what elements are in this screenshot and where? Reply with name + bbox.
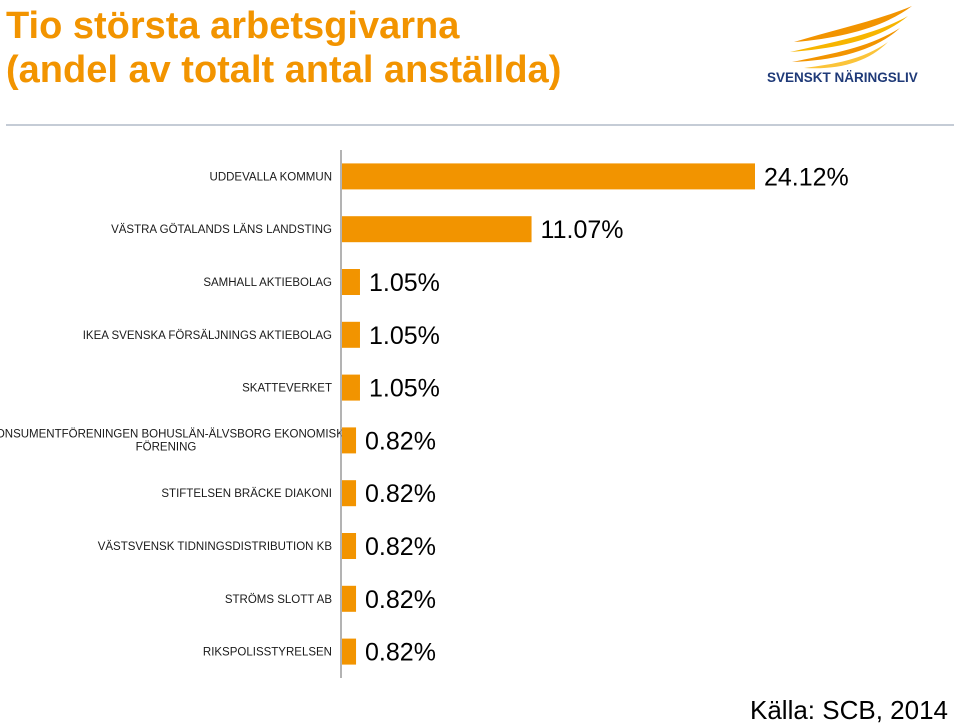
value-label-4: 1.05% [369,322,440,350]
bar-8 [342,533,357,559]
category-label-2: VÄSTRA GÖTALANDS LÄNS LANDSTING [111,224,332,236]
bar-9 [342,585,357,612]
value-label-5: 1.05% [369,375,440,403]
chart-title: Tio största arbetsgivarna (andel av tota… [6,4,561,92]
value-label-3: 1.05% [369,269,440,297]
logo-text: SVENSKT NÄRINGSLIV [767,70,918,85]
wing-flame-logo-icon [790,6,912,69]
bar-2 [342,216,532,243]
category-labels: UDDEVALLA KOMMUN VÄSTRA GÖTALANDS LÄNS LA… [0,171,344,658]
svenskt-naringsliv-logo: SVENSKT NÄRINGSLIV [767,6,918,85]
chart-title-line-2: (andel av totalt antal anställda) [6,49,562,91]
bar-1 [342,163,755,190]
category-label-9: STRÖMS SLOTT AB [225,594,332,606]
bar-4 [342,321,360,348]
bar-chart: UDDEVALLA KOMMUN VÄSTRA GÖTALANDS LÄNS LA… [0,150,849,678]
category-label-4: IKEA SVENSKA FÖRSÄLJNINGS AKTIEBOLAG [83,330,332,342]
value-label-8: 0.82% [365,533,436,561]
value-label-10: 0.82% [365,639,436,667]
value-labels: 24.12% 11.07% 1.05% 1.05% 1.05% 0.82% 0.82% 0.8… [365,163,849,666]
source-note: Källa: SCB, 2014 [749,695,948,725]
chart-title-line-1: Tio största arbetsgivarna [6,5,460,47]
value-label-7: 0.82% [365,480,436,508]
value-label-6: 0.82% [365,427,436,455]
bars [342,163,755,665]
value-label-1: 24.12% [764,163,849,191]
bar-3 [342,269,360,295]
value-label-2: 11.07% [541,216,624,244]
category-label-5: SKATTEVERKET [242,383,332,395]
category-label-10: RIKSPOLISSTYRELSEN [203,647,332,659]
category-label-8: VÄSTSVENSK TIDNINGSDISTRIBUTION KB [98,541,333,553]
bar-7 [342,480,357,507]
header-divider [6,124,954,126]
category-label-6: KONSUMENTFÖRENINGEN BOHUSLÄN-ÄLVSBORG EK… [0,428,344,453]
category-label-1: UDDEVALLA KOMMUN [210,171,332,183]
bar-5 [342,374,360,401]
category-label-3: SAMHALL AKTIEBOLAG [203,277,332,289]
category-label-7: STIFTELSEN BRÄCKE DIAKONI [161,488,332,500]
bar-6 [342,427,357,454]
value-label-9: 0.82% [365,586,436,614]
bar-10 [342,638,357,665]
